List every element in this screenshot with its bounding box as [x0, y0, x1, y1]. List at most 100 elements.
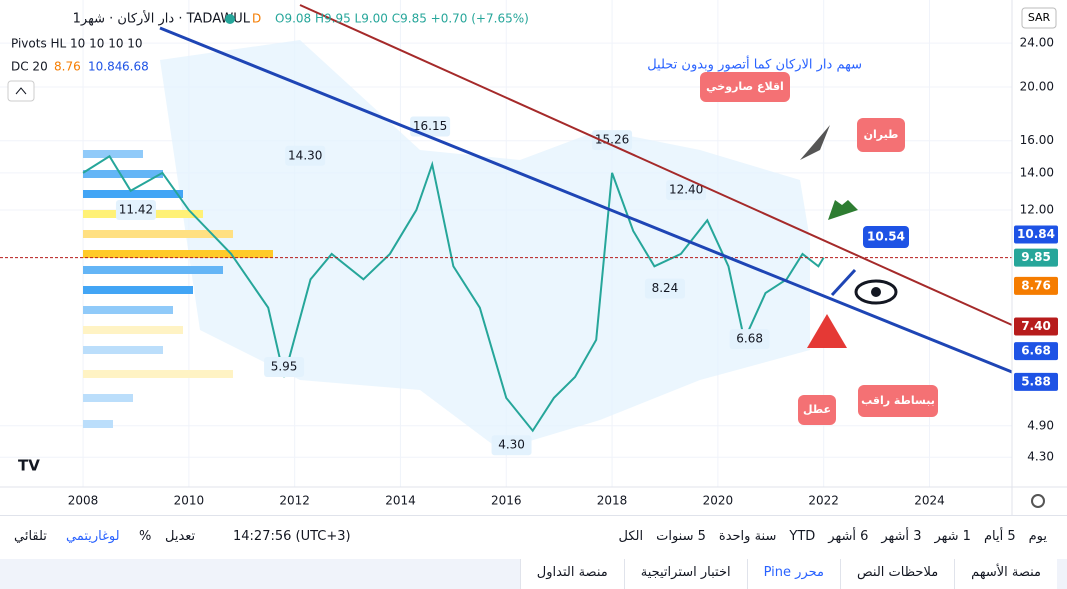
adjust[interactable]: تعديل	[165, 528, 196, 544]
indicator-value: 10.84	[88, 60, 122, 74]
callout-text: اقلاع صاروخي	[706, 80, 784, 93]
auto[interactable]: تلقائي	[14, 528, 47, 544]
range-button[interactable]: YTD	[789, 528, 816, 544]
callout	[700, 72, 790, 102]
pivot-box	[729, 329, 770, 350]
pivot-label: 11.42	[119, 202, 153, 216]
x-tick-label: 2018	[597, 494, 628, 508]
price-badge-label: 5.88	[1021, 374, 1051, 388]
price-badge	[1014, 276, 1058, 295]
x-tick-label: 2010	[174, 494, 205, 508]
pivot-label: 4.30	[498, 438, 525, 452]
price-badge	[1014, 317, 1058, 336]
pivot-label: 6.68	[736, 332, 763, 346]
arrow-icon	[830, 268, 857, 297]
price-badge	[1014, 372, 1058, 391]
indicator-value: 6.68	[122, 60, 149, 74]
indicator: Pivots HL 10 10 10 10	[11, 37, 143, 51]
plot: 16.15 15.26 14.30 12.40 11.42 8.24 6.68 5.95 4.3…	[0, 116, 1012, 456]
tab[interactable]: ملاحظات النص	[839, 559, 955, 589]
x-tick-label: 2022	[808, 494, 839, 508]
price-badge-label: 6.68	[1021, 344, 1051, 358]
currency-button[interactable]	[1021, 7, 1057, 29]
x-tick-label: 2014	[385, 494, 416, 508]
logo: TV	[18, 457, 40, 475]
price-line	[82, 154, 825, 433]
status-dot	[225, 14, 235, 24]
range-button[interactable]: سنة واحدة	[718, 528, 777, 544]
y-tick-label: 4.90	[1027, 418, 1054, 432]
price-badge	[1014, 342, 1058, 361]
pivot-box	[666, 180, 707, 201]
y-tick-label: 12.00	[1020, 203, 1054, 217]
pivot-label: 14.30	[288, 148, 322, 162]
y-tick-label: 16.00	[1020, 133, 1054, 147]
warning-icon	[807, 314, 847, 348]
pivot-label: 15.26	[595, 133, 629, 147]
pivot-box	[644, 278, 685, 299]
callout	[857, 118, 905, 152]
range-button[interactable]: 1 شهر	[934, 528, 971, 544]
x-tick-label: 2008	[68, 494, 99, 508]
pivot-label: 16.15	[413, 119, 447, 133]
price-badge-label: 7.40	[1021, 319, 1051, 333]
eye-icon	[854, 279, 898, 305]
target-badge	[863, 226, 909, 248]
log[interactable]: لوغاريتمي	[66, 528, 120, 544]
price-badge	[1014, 248, 1058, 267]
price-badge-label: 10.84	[1017, 227, 1055, 241]
rocket-icon	[800, 125, 830, 160]
range-button[interactable]: 5 أيام	[983, 528, 1016, 544]
pivot-label: 8.24	[652, 281, 679, 295]
range-button[interactable]: 5 سنوات	[656, 528, 706, 544]
callout	[858, 385, 938, 417]
collapse-button[interactable]	[7, 80, 35, 102]
range-button[interactable]: يوم	[1028, 528, 1047, 544]
y-tick-label: 24.00	[1020, 36, 1054, 50]
percent[interactable]: %	[139, 528, 152, 544]
callout-text: طيران	[864, 128, 899, 141]
clock: 14:27:56 (UTC+3)	[233, 528, 351, 544]
pivot-box	[285, 145, 326, 166]
collapse-icon	[15, 87, 27, 95]
tab[interactable]: منصة التداول	[519, 559, 624, 589]
price-badge-label: 8.76	[1021, 278, 1051, 292]
callout-text: عطل	[803, 403, 831, 416]
y-tick-label: 4.30	[1027, 450, 1054, 464]
range-button[interactable]: الكل	[618, 528, 644, 544]
pivot-box	[491, 435, 532, 456]
symbol: دار الأركان · شهر1 · TADAWUL	[73, 10, 251, 27]
blue-trendline	[159, 26, 1013, 374]
pivot-box	[115, 199, 156, 220]
range-button[interactable]: 6 أشهر	[828, 528, 869, 544]
eye-pupil	[871, 287, 881, 297]
range-button[interactable]: 3 أشهر	[881, 528, 922, 544]
ohlc: O9.08 H9.95 L9.00 C9.85 +0.70 (+7.65%)	[275, 12, 529, 26]
plane-icon	[828, 200, 858, 220]
pivot-label: 5.95	[271, 359, 298, 373]
range-buttons: يوم 5 أيام 1 شهر 3 أشهر 6 أشهر YTD سنة واحدة 5 …	[618, 529, 1047, 544]
red-trendline	[299, 4, 1013, 326]
tab[interactable]: اختبار استراتيجية	[623, 559, 747, 589]
y-tick-label: 14.00	[1020, 165, 1054, 179]
callout-text: ببساطة راقب	[861, 394, 935, 407]
tab[interactable]: منصة الأسهم	[954, 559, 1057, 589]
settings-icon[interactable]	[1031, 494, 1045, 508]
target-label: 10.54	[867, 230, 905, 244]
caption: سهم دار الاركان كما أتصور وبدون تحليل	[647, 56, 862, 73]
interval-badge: D	[252, 12, 261, 26]
pivot-label: 12.40	[669, 183, 703, 197]
tabs: منصة الأسهم ملاحظات النص محرر Pine اختبار ا…	[519, 559, 1057, 589]
x-tick-label: 2020	[703, 494, 734, 508]
chart: 16.15 15.26 14.30 12.40 11.42 8.24 6.68 5.95 4.3…	[0, 0, 1067, 515]
channel-band	[160, 40, 810, 450]
tab[interactable]: محرر Pine	[746, 559, 840, 589]
indicator-value: 8.76	[54, 60, 81, 74]
range-toolbar: يوم 5 أيام 1 شهر 3 أشهر 6 أشهر YTD سنة واحدة 5 …	[0, 515, 1067, 556]
y-tick-label: 20.00	[1020, 79, 1054, 93]
pivot-box	[264, 356, 305, 377]
pivot-box	[592, 130, 633, 151]
tab-bar: منصة الأسهم ملاحظات النص محرر Pine اختبار ا…	[0, 559, 1067, 589]
x-tick-label: 2016	[491, 494, 522, 508]
